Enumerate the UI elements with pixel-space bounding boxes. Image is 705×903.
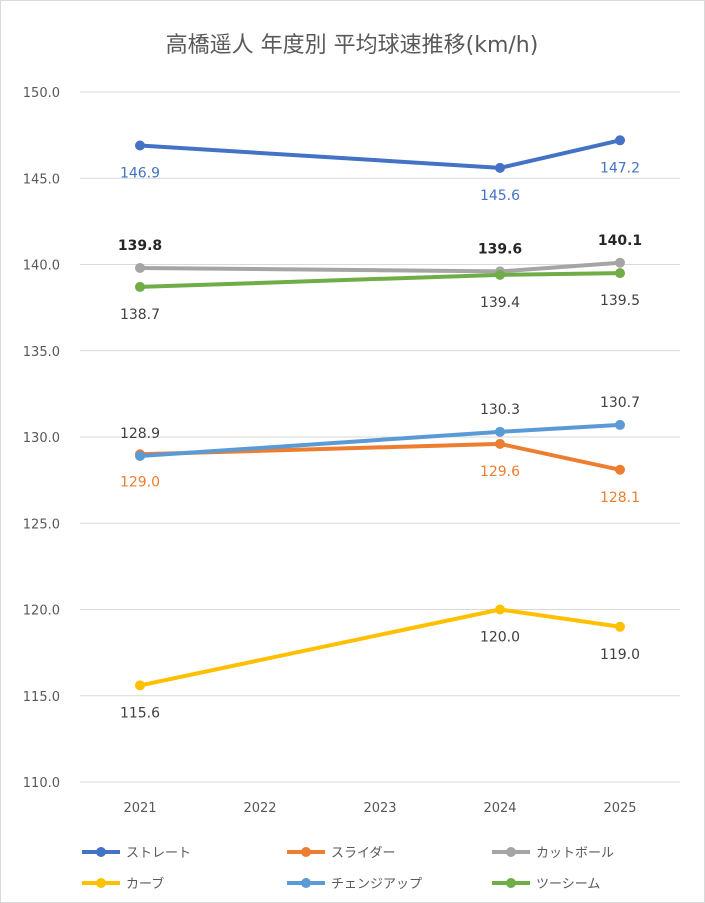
data-label: 138.7 [120, 307, 160, 323]
data-label: 128.1 [600, 490, 640, 506]
series-line-1 [138, 138, 622, 170]
data-label: 119.0 [600, 647, 640, 663]
data-point [615, 419, 625, 430]
data-label: 115.6 [120, 705, 160, 721]
data-label: 129.0 [120, 474, 160, 490]
data-label: 147.2 [600, 160, 640, 176]
y-tick-label: 130.0 [23, 431, 60, 446]
data-label: 146.9 [120, 165, 160, 181]
chart-title: 高橋遥人 年度別 平均球速推移(km/h) [166, 33, 539, 58]
legend-marker [301, 878, 311, 888]
data-point [495, 269, 505, 280]
data-label: 139.4 [480, 295, 520, 311]
x-tick-label: 2023 [363, 801, 396, 816]
legend-marker [506, 847, 516, 857]
y-tick-label: 110.0 [23, 776, 60, 791]
data-label: 129.6 [480, 464, 520, 480]
series-line-5 [138, 422, 622, 458]
data-point [615, 135, 625, 146]
data-point [135, 140, 145, 151]
legend-label: カットボール [536, 846, 614, 861]
data-label: 130.7 [600, 395, 640, 411]
x-tick-label: 2021 [123, 801, 156, 816]
data-point [615, 464, 625, 475]
y-tick-label: 140.0 [23, 259, 60, 274]
data-point [495, 604, 505, 615]
data-label: 139.5 [600, 293, 640, 309]
y-tick-label: 145.0 [23, 172, 60, 187]
data-label: 120.0 [480, 630, 520, 646]
data-point [495, 438, 505, 449]
legend-label: スライダー [331, 846, 395, 861]
y-tick-label: 115.0 [23, 690, 60, 705]
data-label: 128.9 [120, 426, 160, 442]
data-point [135, 281, 145, 292]
legend-marker [301, 847, 311, 857]
data-point [615, 268, 625, 279]
data-point [615, 621, 625, 632]
data-point [495, 162, 505, 173]
legend-marker [96, 878, 106, 888]
series-line-6 [138, 271, 622, 289]
data-label: 139.6 [478, 241, 522, 257]
data-point [135, 680, 145, 691]
legend-marker [506, 878, 516, 888]
data-label: 139.8 [118, 238, 162, 254]
y-tick-label: 125.0 [23, 517, 60, 532]
series-line-4 [138, 607, 622, 688]
x-tick-label: 2024 [483, 801, 516, 816]
data-point [495, 426, 505, 437]
data-point [135, 450, 145, 461]
y-tick-label: 135.0 [23, 345, 60, 360]
legend-label: チェンジアップ [331, 877, 422, 892]
y-tick-label: 120.0 [23, 604, 60, 619]
legend-marker [96, 847, 106, 857]
x-tick-label: 2022 [243, 801, 276, 816]
legend-label: カーブ [126, 876, 164, 892]
data-label: 145.6 [480, 188, 520, 204]
data-point [135, 262, 145, 273]
legend-label: ストレート [126, 846, 191, 861]
y-tick-label: 150.0 [23, 86, 60, 101]
data-label: 130.3 [480, 402, 520, 418]
series-line-2 [138, 441, 622, 472]
data-label: 140.1 [598, 233, 642, 249]
x-tick-label: 2025 [603, 801, 636, 816]
legend-label: ツーシーム [536, 877, 600, 892]
data-point [615, 257, 625, 268]
